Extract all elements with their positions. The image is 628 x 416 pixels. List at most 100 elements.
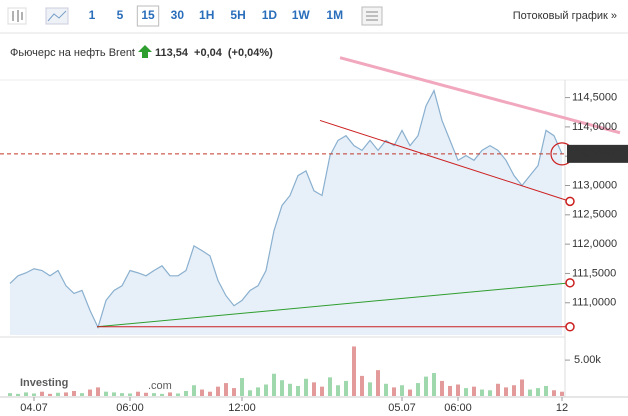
volume-bar bbox=[536, 388, 540, 396]
volume-bar bbox=[240, 378, 244, 396]
volume-bar bbox=[192, 385, 196, 396]
volume-bar bbox=[360, 375, 364, 396]
price-line bbox=[9, 88, 563, 330]
volume-bar bbox=[296, 385, 300, 396]
chart-title: Фьючерс на нефть Brent bbox=[10, 47, 135, 59]
volume-bar bbox=[496, 383, 500, 396]
volume-bar bbox=[448, 385, 452, 396]
toolbar-icons bbox=[7, 6, 383, 26]
trendline bbox=[339, 56, 621, 135]
trendline bbox=[319, 119, 571, 202]
volume-bar bbox=[432, 373, 436, 396]
interval-button[interactable]: 15 bbox=[141, 8, 155, 22]
volume-bar bbox=[232, 388, 236, 396]
volume-bar bbox=[488, 390, 492, 396]
volume-bar bbox=[256, 387, 260, 396]
selected-interval bbox=[136, 5, 160, 27]
volume-bar bbox=[24, 392, 28, 396]
interval-button[interactable]: 5H bbox=[230, 8, 245, 22]
stream-link[interactable]: Потоковый график » bbox=[513, 10, 617, 22]
volume-bar bbox=[464, 388, 468, 396]
volume-bar bbox=[8, 393, 12, 396]
interval-button[interactable]: 1M bbox=[326, 8, 343, 22]
volume-bar bbox=[480, 389, 484, 396]
volume-bar bbox=[88, 389, 92, 396]
volume-bar bbox=[288, 383, 292, 396]
volume-bar bbox=[336, 385, 340, 396]
volume-bar bbox=[416, 383, 420, 396]
y-tick-label: 114,5000 bbox=[572, 91, 617, 103]
y-tick-label: 111,5000 bbox=[572, 267, 616, 279]
volume-bar bbox=[72, 390, 76, 396]
trendline-handle bbox=[565, 322, 575, 332]
volume-bar bbox=[504, 387, 508, 396]
watermark: Investing bbox=[20, 377, 68, 389]
header-change-pct: (+0,04%) bbox=[228, 47, 273, 59]
y-tick-label: 112,5000 bbox=[572, 209, 617, 221]
x-tick-label: 12:00 bbox=[228, 402, 256, 414]
volume-bar bbox=[184, 390, 188, 396]
volume-bar bbox=[56, 392, 60, 396]
volume-bar bbox=[64, 392, 68, 396]
volume-bar bbox=[96, 387, 100, 396]
volume-bar bbox=[112, 392, 116, 396]
interval-button[interactable]: 5 bbox=[117, 8, 124, 22]
interval-button[interactable]: 1W bbox=[292, 8, 311, 22]
volume-bar bbox=[560, 391, 564, 396]
volume-bar bbox=[552, 390, 556, 396]
x-tick-label: 06:00 bbox=[444, 402, 472, 414]
volume-bar bbox=[40, 391, 44, 396]
last-price-label: 113,5400 bbox=[570, 148, 615, 160]
volume-bar bbox=[472, 386, 476, 396]
interval-button[interactable]: 1H bbox=[199, 8, 214, 22]
volume-bar bbox=[520, 379, 524, 396]
x-tick-label: 05.07 bbox=[388, 402, 416, 414]
volume-bar bbox=[80, 393, 84, 396]
volume-bar bbox=[376, 370, 380, 396]
volume-bar bbox=[408, 389, 412, 396]
volume-bar bbox=[424, 376, 428, 396]
volume-bar bbox=[400, 385, 404, 396]
volume-bar bbox=[352, 346, 356, 396]
trendline bbox=[96, 282, 571, 328]
volume-bar bbox=[176, 393, 180, 396]
trendline-handle bbox=[565, 278, 575, 288]
volume-bar bbox=[280, 380, 284, 396]
volume-bar bbox=[512, 385, 516, 396]
volume-bar bbox=[16, 393, 20, 396]
volume-bar bbox=[208, 391, 212, 396]
interval-button[interactable]: 1D bbox=[262, 8, 278, 22]
volume-bar bbox=[304, 378, 308, 396]
price-area bbox=[10, 90, 562, 335]
volume-bar bbox=[544, 385, 548, 396]
volume-bar bbox=[368, 382, 372, 396]
volume-bar bbox=[216, 386, 220, 396]
volume-bar bbox=[144, 392, 148, 396]
interval-button[interactable]: 30 bbox=[171, 8, 185, 22]
header-change: +0,04 bbox=[194, 47, 223, 59]
volume-bar bbox=[224, 383, 228, 396]
volume-bar bbox=[384, 383, 388, 396]
volume-bar bbox=[344, 380, 348, 396]
trendline-handle bbox=[565, 196, 575, 207]
y-tick-label: 112,0000 bbox=[572, 238, 617, 250]
volume-bar bbox=[320, 386, 324, 396]
volume-bar bbox=[152, 393, 156, 396]
volume-bar bbox=[456, 384, 460, 396]
volume-bar bbox=[48, 393, 52, 396]
volume-bar bbox=[104, 391, 108, 396]
up-arrow bbox=[138, 45, 152, 58]
volume-bar bbox=[136, 391, 140, 396]
y-tick-label: 111,0000 bbox=[572, 297, 616, 309]
volume-bar bbox=[32, 393, 36, 396]
volume-bar bbox=[528, 389, 532, 396]
watermark-suffix: .com bbox=[148, 380, 172, 392]
volume-bar bbox=[168, 392, 172, 396]
x-tick-label: 06:00 bbox=[116, 402, 144, 414]
volume-bar bbox=[264, 384, 268, 396]
volume-bar bbox=[248, 390, 252, 396]
last-price-box bbox=[567, 144, 628, 163]
interval-button[interactable]: 1 bbox=[89, 8, 96, 22]
volume-bar bbox=[312, 382, 316, 396]
